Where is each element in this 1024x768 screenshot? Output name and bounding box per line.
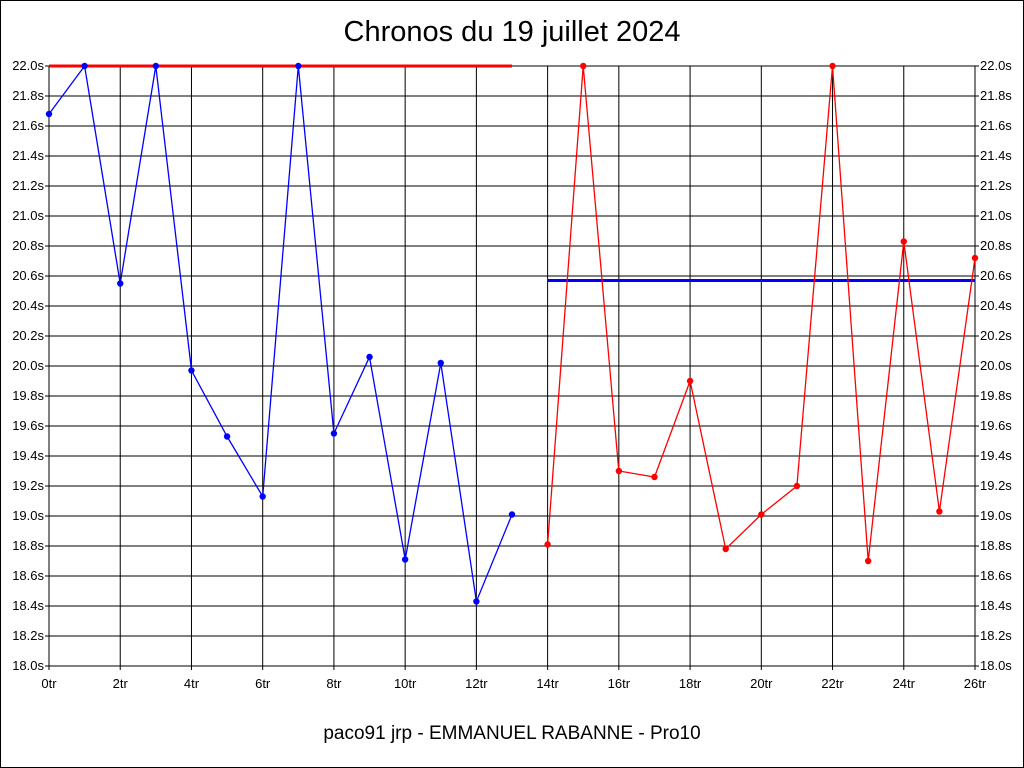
y-tick-label-left: 21.4s [12,148,44,163]
x-tick-label: 8tr [326,676,342,691]
y-tick-label-right: 22.0s [980,58,1012,73]
y-tick-label-left: 18.8s [12,538,44,553]
data-point [758,511,765,518]
y-tick-label-right: 19.6s [980,418,1012,433]
y-tick-label-left: 21.2s [12,178,44,193]
y-tick-label-left: 19.8s [12,388,44,403]
x-tick-label: 26tr [964,676,987,691]
y-tick-label-left: 20.0s [12,358,44,373]
data-point [580,62,587,70]
data-point [223,433,231,440]
data-point [829,62,836,70]
y-tick-label-right: 20.8s [980,238,1012,253]
data-point [508,511,516,518]
data-point [864,557,872,565]
x-tick-label: 24tr [893,676,916,691]
y-tick-label-right: 19.4s [980,448,1012,463]
y-tick-label-left: 21.0s [12,208,44,223]
data-point [117,280,124,287]
data-point [686,377,694,385]
x-tick-label: 12tr [465,676,488,691]
y-tick-label-right: 20.0s [980,358,1012,373]
y-tick-label-left: 19.2s [12,478,44,493]
x-tick-label: 18tr [679,676,702,691]
y-tick-label-right: 21.6s [980,118,1012,133]
y-tick-label-left: 20.4s [12,298,44,313]
data-point [81,62,88,70]
y-tick-label-right: 21.0s [980,208,1012,223]
y-tick-label-left: 18.2s [12,628,44,643]
y-tick-label-left: 20.2s [12,328,44,343]
x-tick-label: 2tr [113,676,129,691]
y-tick-label-right: 21.2s [980,178,1012,193]
y-tick-label-left: 22.0s [12,58,44,73]
data-point [401,556,409,563]
data-point [330,430,338,437]
data-point [900,238,907,245]
y-tick-label-left: 18.4s [12,598,44,613]
series-line [48,64,513,604]
data-point [722,545,729,553]
y-tick-label-right: 19.8s [980,388,1012,403]
data-point [651,473,658,481]
y-tick-label-right: 20.4s [980,298,1012,313]
data-point [971,254,979,262]
x-tick-label: 14tr [536,676,559,691]
y-tick-label-left: 21.6s [12,118,44,133]
y-tick-label-right: 18.8s [980,538,1012,553]
y-tick-label-right: 20.2s [980,328,1012,343]
data-point [45,110,53,118]
data-point [936,508,943,515]
y-tick-label-left: 19.6s [12,418,44,433]
x-tick-label: 0tr [41,676,57,691]
chart-title: Chronos du 19 juillet 2024 [343,16,681,48]
y-tick-label-left: 21.8s [12,88,44,103]
data-point [152,62,160,70]
data-point [259,493,266,500]
x-tick-label: 10tr [394,676,417,691]
y-tick-label-left: 20.6s [12,268,44,283]
y-tick-label-left: 19.4s [12,448,44,463]
y-tick-label-right: 18.0s [980,658,1012,673]
data-point [615,467,623,475]
y-tick-label-right: 21.4s [980,148,1012,163]
y-tick-label-right: 20.6s [980,268,1012,283]
data-point [473,598,480,605]
x-tick-label: 16tr [608,676,631,691]
data-point [544,541,551,548]
y-tick-label-left: 19.0s [12,508,44,523]
y-tick-label-right: 18.4s [980,598,1012,613]
data-point [437,359,444,367]
data-point [188,367,195,374]
y-tick-label-right: 18.6s [980,568,1012,583]
y-tick-label-left: 18.0s [12,658,44,673]
x-tick-label: 4tr [184,676,200,691]
data-point [793,482,801,490]
x-tick-label: 20tr [750,676,773,691]
y-tick-label-right: 18.2s [980,628,1012,643]
data-point [366,353,373,361]
y-tick-label-left: 18.6s [12,568,44,583]
y-tick-label-right: 19.2s [980,478,1012,493]
y-tick-label-left: 20.8s [12,238,44,253]
x-tick-label: 22tr [821,676,844,691]
chart-footer: paco91 jrp - EMMANUEL RABANNE - Pro10 [323,723,701,744]
data-point [295,62,302,70]
y-tick-label-right: 21.8s [980,88,1012,103]
y-tick-label-right: 19.0s [980,508,1012,523]
x-tick-label: 6tr [255,676,271,691]
